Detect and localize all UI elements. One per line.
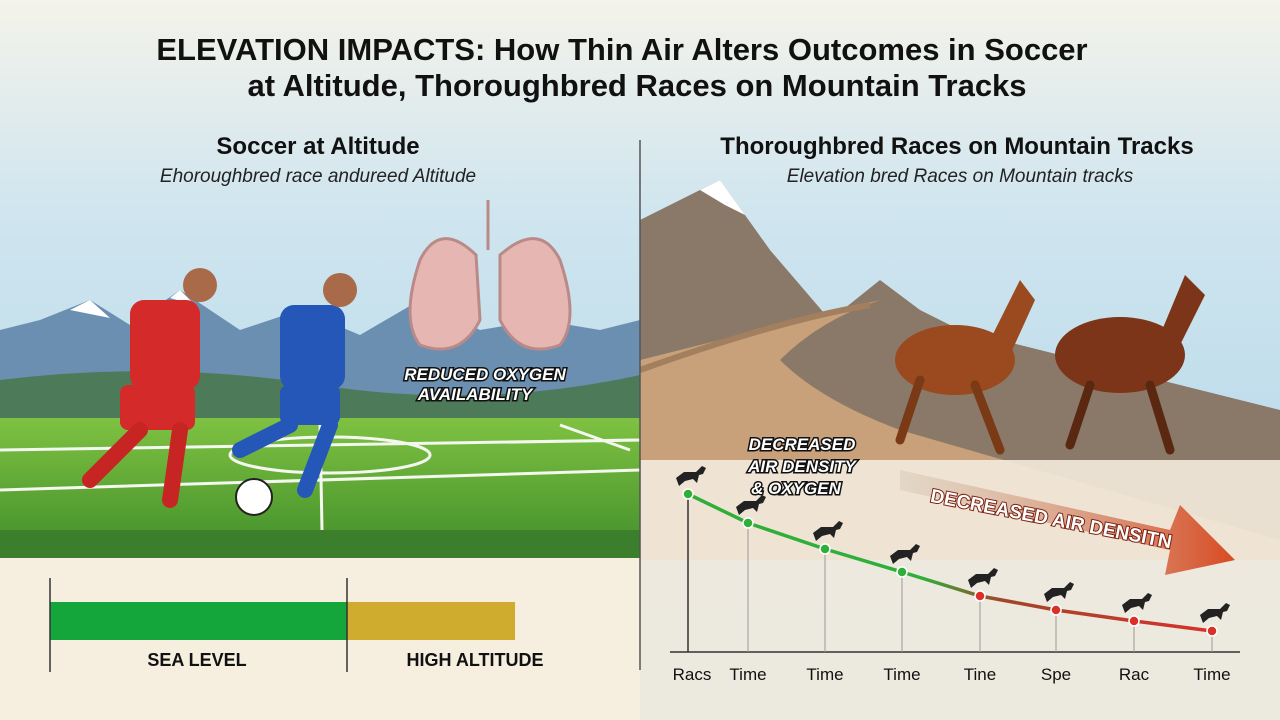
high-altitude-bar (347, 602, 515, 640)
x-label: Time (1193, 665, 1230, 684)
panel-heading: Soccer at Altitude (216, 133, 419, 160)
point (742, 517, 754, 529)
callout: AVAILABILITY (417, 385, 534, 404)
point (1128, 615, 1140, 627)
horse-icon (676, 466, 706, 486)
point (974, 590, 986, 602)
sea-level-bar (50, 602, 347, 640)
title-line: ELEVATION IMPACTS: How Thin Air Alters O… (156, 32, 1087, 67)
horse-icon (1122, 593, 1152, 613)
panel-subtitle: Ehoroughbred race andureed Altitude (160, 166, 476, 187)
x-label: Time (883, 665, 920, 684)
x-label: Racs (673, 665, 712, 684)
x-label: Tine (964, 665, 996, 684)
horse-icon (813, 521, 843, 541)
point (682, 488, 694, 500)
horse-icon (1044, 582, 1074, 602)
horse-icon (736, 495, 766, 515)
left-scenery (0, 200, 641, 720)
bar-label: HIGH ALTITUDE (407, 650, 544, 670)
point (1206, 625, 1218, 637)
x-label: Rac (1119, 665, 1150, 684)
bar-label: SEA LEVEL (147, 650, 246, 670)
x-label: Time (729, 665, 766, 684)
x-label: Time (806, 665, 843, 684)
trend-graphic (670, 466, 1240, 653)
altitude-bars (49, 578, 515, 672)
title-line: at Altitude, Thoroughbred Races on Mount… (247, 68, 1026, 103)
density-arrow (900, 470, 1235, 575)
panel-subtitle: Elevation bred Races on Mountain tracks (787, 166, 1134, 187)
callout: DECREASED (749, 435, 856, 454)
panel-heading: Thoroughbred Races on Mountain Tracks (720, 133, 1193, 160)
callout: & OXYGEN (751, 479, 841, 498)
point (819, 543, 831, 555)
callout: AIR DENSITY (747, 457, 857, 476)
horse-icon (1200, 603, 1230, 623)
horse-icon (890, 544, 920, 564)
x-label: Spe (1041, 665, 1071, 684)
point (1050, 604, 1062, 616)
callout: REDUCED OXYGEN (404, 365, 566, 384)
horse-icon (968, 568, 998, 588)
point (896, 566, 908, 578)
